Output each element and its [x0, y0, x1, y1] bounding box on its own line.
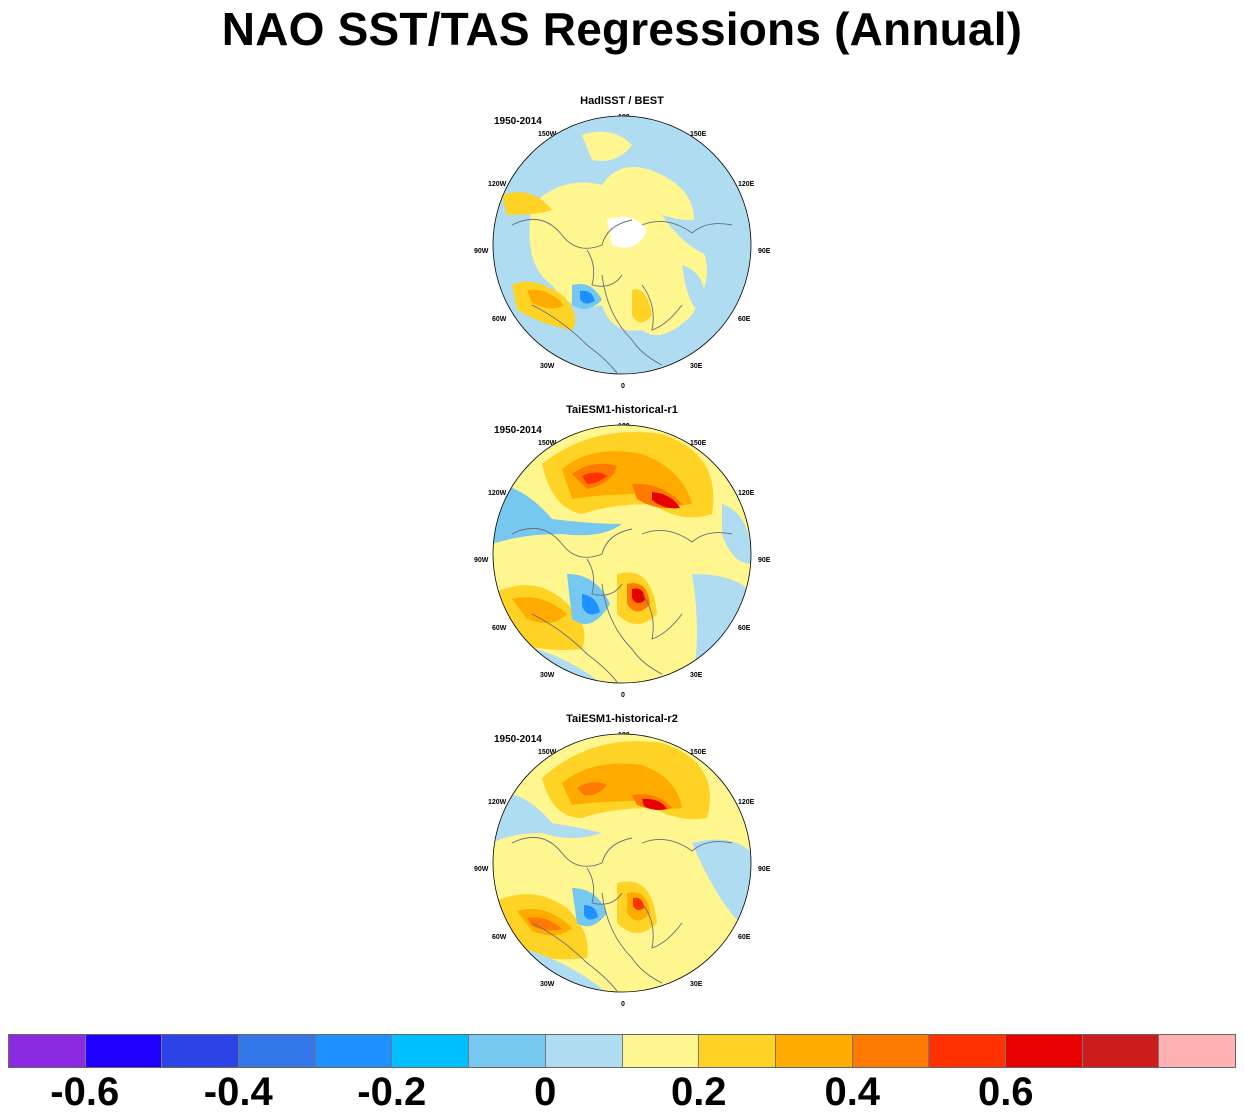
colorbar-box — [622, 1035, 700, 1067]
lon-label-120w: 120W — [488, 490, 507, 497]
lon-label-60w: 60W — [492, 316, 507, 323]
lon-label-60w: 60W — [492, 625, 507, 632]
lon-label-30e: 30E — [690, 363, 703, 370]
colorbar-tick-label: -0.4 — [203, 1070, 273, 1114]
colorbar-box — [239, 1035, 316, 1067]
colorbar-box — [699, 1035, 776, 1067]
lon-label-60w: 60W — [492, 934, 507, 941]
panel-title: TaiESM1-historical-r1 — [566, 404, 678, 416]
lon-label-150e: 150E — [690, 131, 707, 138]
lon-label-120w: 120W — [488, 181, 507, 188]
figure-title: NAO SST/TAS Regressions (Annual) — [221, 3, 1023, 55]
colorbar-tick-label: -0.6 — [50, 1070, 120, 1114]
lon-label-90e: 90E — [758, 248, 771, 255]
lon-label-60e: 60E — [738, 625, 751, 632]
colorbar-box — [392, 1035, 470, 1067]
lon-label-150e: 150E — [690, 440, 707, 447]
colorbar-box — [85, 1035, 163, 1067]
colorbar-tick-label: 0 — [534, 1070, 557, 1114]
lon-label-0: 0 — [621, 1001, 625, 1008]
lon-label-150w: 150W — [538, 131, 557, 138]
colorbar-tick-label: -0.2 — [357, 1070, 427, 1114]
lon-label-30e: 30E — [690, 672, 703, 679]
lon-label-90e: 90E — [758, 557, 771, 564]
polar-map — [492, 115, 752, 375]
lon-label-120w: 120W — [488, 799, 507, 806]
lon-label-90e: 90E — [758, 866, 771, 873]
lon-label-30w: 30W — [540, 363, 555, 370]
colorbar-box — [775, 1035, 853, 1067]
lon-label-30e: 30E — [690, 981, 703, 988]
lon-label-0: 0 — [621, 692, 625, 699]
lon-label-90w: 90W — [474, 866, 489, 873]
lon-label-120e: 120E — [738, 490, 755, 497]
polar-map — [492, 424, 752, 684]
colorbar-box — [162, 1035, 240, 1067]
colorbar-box — [1005, 1035, 1083, 1067]
period-label: 1950-2014 — [494, 116, 542, 127]
colorbar-box — [1159, 1035, 1235, 1067]
lon-label-90w: 90W — [474, 557, 489, 564]
lon-label-30w: 30W — [540, 981, 555, 988]
colorbar — [8, 1034, 1236, 1068]
lon-label-90w: 90W — [474, 248, 489, 255]
map-panel-r1: TaiESM1-historical-r1 1950-2014 180 150E… — [472, 404, 772, 704]
lon-label-0: 0 — [621, 383, 625, 390]
lon-label-150w: 150W — [538, 749, 557, 756]
map-panel-obs: HadISST / BEST 1950-2014 180 150E 120E 9… — [472, 95, 772, 395]
colorbar-box — [9, 1035, 86, 1067]
colorbar-box — [545, 1035, 623, 1067]
lon-label-30w: 30W — [540, 672, 555, 679]
colorbar-box — [1082, 1035, 1160, 1067]
period-label: 1950-2014 — [494, 734, 542, 745]
colorbar-box — [315, 1035, 393, 1067]
lon-label-150w: 150W — [538, 440, 557, 447]
colorbar-box — [469, 1035, 546, 1067]
panel-title: HadISST / BEST — [580, 95, 664, 107]
lon-label-60e: 60E — [738, 934, 751, 941]
polar-map — [492, 733, 752, 993]
colorbar-tick-label: 0.6 — [977, 1070, 1034, 1114]
colorbar-tick-label: 0.4 — [824, 1070, 881, 1114]
panel-title: TaiESM1-historical-r2 — [566, 713, 678, 725]
map-panel-r2: TaiESM1-historical-r2 1950-2014 180 150E… — [472, 713, 772, 1013]
period-label: 1950-2014 — [494, 425, 542, 436]
lon-label-120e: 120E — [738, 181, 755, 188]
lon-label-60e: 60E — [738, 316, 751, 323]
lon-label-120e: 120E — [738, 799, 755, 806]
lon-label-150e: 150E — [690, 749, 707, 756]
colorbar-box — [929, 1035, 1006, 1067]
colorbar-tick-label: 0.2 — [670, 1070, 727, 1114]
colorbar-box — [852, 1035, 930, 1067]
